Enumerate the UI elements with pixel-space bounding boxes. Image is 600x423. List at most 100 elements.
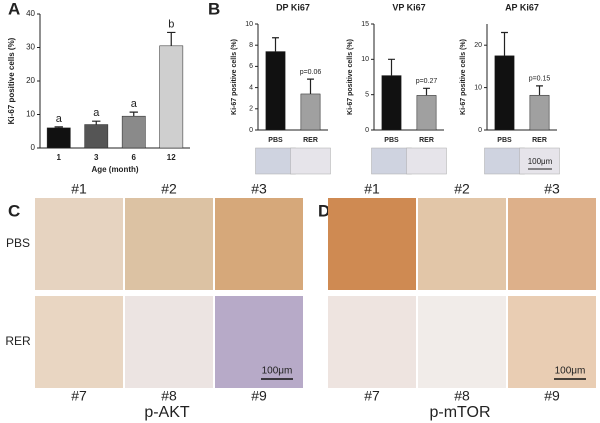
y-tick-label: 4 [249, 84, 253, 91]
y-tick-label: 20 [26, 76, 35, 85]
row-label: RER [5, 334, 31, 348]
y-axis-label: Ki-67 positive cells (%) [460, 39, 467, 115]
caption: p-AKT [144, 404, 190, 421]
column-label: #8 [454, 388, 470, 404]
error-bar [167, 31, 176, 46]
x-axis-label: Age (month) [91, 165, 138, 174]
y-tick-label: 10 [26, 110, 35, 119]
chart-title: VP Ki67 [392, 2, 425, 12]
column-label: #3 [251, 181, 267, 197]
micrograph [215, 198, 303, 290]
y-tick-label: 0 [249, 127, 253, 134]
error-bar [501, 31, 508, 56]
x-tick-label: 3 [94, 153, 99, 162]
column-label: #9 [251, 388, 267, 404]
micrograph [215, 296, 303, 388]
micrograph [328, 296, 416, 388]
error-bar [307, 78, 314, 94]
error-bar [536, 85, 543, 96]
scale-bar-label: 100μm [528, 157, 553, 166]
micrograph [125, 296, 213, 388]
error-bar [92, 120, 101, 125]
column-label: #9 [544, 388, 560, 404]
y-axis-label: Ki-67 positive cells (%) [347, 39, 354, 115]
x-tick-label: RER [419, 137, 434, 144]
micrograph [418, 198, 506, 290]
annotation: p=0.06 [300, 69, 322, 76]
panel-label: B [208, 0, 220, 18]
annotation: a [131, 98, 138, 110]
column-label: #2 [454, 181, 470, 197]
error-bar [54, 126, 63, 128]
micrograph [255, 147, 296, 175]
micrograph [508, 296, 596, 388]
bar [416, 95, 437, 131]
x-tick-label: 1 [57, 153, 62, 162]
panel-label: D [318, 201, 330, 220]
micrograph [328, 198, 416, 290]
x-tick-label: PBS [384, 137, 399, 144]
y-tick-label: 40 [26, 9, 35, 18]
y-axis-label: Ki-67 positive cells (%) [7, 37, 16, 124]
annotation: p=0.15 [529, 76, 551, 83]
x-tick-label: RER [303, 137, 318, 144]
annotation: p=0.27 [416, 78, 438, 85]
y-tick-label: 30 [26, 43, 35, 52]
column-label: #1 [364, 181, 380, 197]
scale-bar-label: 100μm [262, 366, 293, 377]
chart-title: AP Ki67 [505, 2, 539, 12]
micrograph [418, 296, 506, 388]
bar [46, 127, 71, 149]
bar [381, 75, 402, 131]
y-tick-label: 0 [365, 127, 369, 134]
error-bar [272, 37, 279, 52]
y-tick-label: 5 [365, 92, 369, 99]
panel-label: A [8, 0, 20, 18]
x-tick-label: 6 [132, 153, 137, 162]
column-label: #7 [71, 388, 87, 404]
micrograph [484, 147, 525, 175]
y-tick-label: 20 [474, 42, 482, 49]
column-label: #3 [544, 181, 560, 197]
row-label: PBS [6, 236, 30, 250]
error-bar [129, 111, 138, 117]
y-tick-label: 0 [478, 127, 482, 134]
y-tick-label: 10 [361, 56, 369, 63]
micrograph [125, 198, 213, 290]
x-tick-label: RER [532, 137, 547, 144]
y-tick-label: 0 [31, 143, 36, 152]
micrograph [35, 296, 123, 388]
bar [84, 124, 109, 149]
micrograph [508, 198, 596, 290]
bar [529, 94, 550, 131]
column-label: #2 [161, 181, 177, 197]
bar [494, 55, 515, 131]
caption: p-mTOR [429, 404, 490, 421]
annotation: b [168, 18, 174, 30]
column-label: #1 [71, 181, 87, 197]
micrograph [519, 147, 560, 175]
bar [265, 51, 286, 131]
y-tick-label: 10 [245, 21, 253, 28]
y-tick-label: 15 [361, 21, 369, 28]
y-tick-label: 8 [249, 42, 253, 49]
panel-label: C [8, 201, 20, 220]
scale-bar-label: 100μm [555, 366, 586, 377]
bar [121, 115, 146, 149]
column-label: #8 [161, 388, 177, 404]
chart-title: DP Ki67 [276, 2, 310, 12]
micrograph [35, 198, 123, 290]
bar [300, 93, 321, 131]
x-tick-label: PBS [268, 137, 283, 144]
annotation: a [93, 107, 100, 119]
y-tick-label: 6 [249, 63, 253, 70]
y-tick-label: 2 [249, 106, 253, 113]
column-label: #7 [364, 388, 380, 404]
micrograph [371, 147, 412, 175]
error-bar [388, 58, 395, 76]
bar [159, 45, 184, 149]
y-tick-label: 10 [474, 84, 482, 91]
y-axis-label: Ki-67 positive cells (%) [231, 39, 238, 115]
annotation: a [56, 113, 63, 125]
